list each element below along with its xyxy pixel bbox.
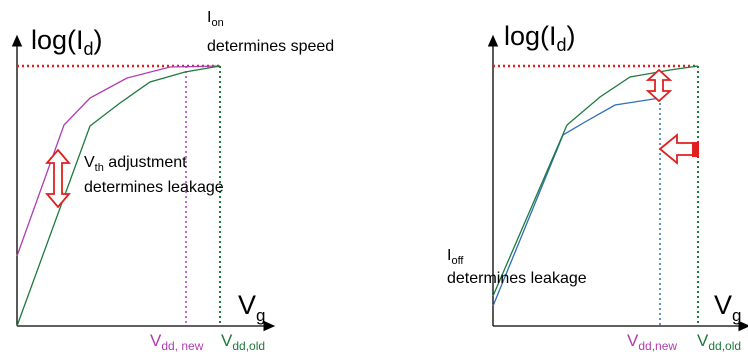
left-x-axis-label: Vg	[238, 290, 265, 325]
left-vth-double-arrow-icon	[45, 148, 71, 209]
right-vdd-old-label: Vdd,old	[697, 331, 741, 353]
right-ion-double-arrow-icon	[645, 68, 673, 103]
right-blue-curve	[492, 97, 661, 307]
left-vth-caption: determines leakage	[84, 179, 224, 196]
right-ioff-label: Ioff	[447, 247, 464, 267]
left-magenta-curve	[16, 65, 221, 257]
left-vdd-new-label: Vdd, new	[150, 331, 204, 353]
right-ioff-caption: determines leakage	[447, 270, 587, 287]
left-vdd-old-label: Vdd,old	[221, 331, 265, 353]
right-vdd-new-label: Vdd,new	[627, 331, 677, 353]
right-x-axis-label: Vg	[714, 290, 741, 325]
right-y-axis-label: log(Id)	[504, 21, 576, 55]
right-panel: log(Id) Ioff determines leakage Vg Vdd,n…	[447, 21, 748, 353]
left-vth-label: Vth adjustment	[84, 154, 187, 174]
left-panel: log(Id) Ion determines speed Vth adjustm…	[11, 9, 334, 353]
left-ion-label: Ion	[207, 9, 224, 29]
left-y-axis-label: log(Id)	[31, 25, 103, 59]
left-ion-caption: determines speed	[207, 38, 334, 55]
right-green-curve	[492, 65, 699, 297]
left-green-curve	[16, 65, 221, 327]
right-arrow-tail-block	[692, 142, 699, 157]
